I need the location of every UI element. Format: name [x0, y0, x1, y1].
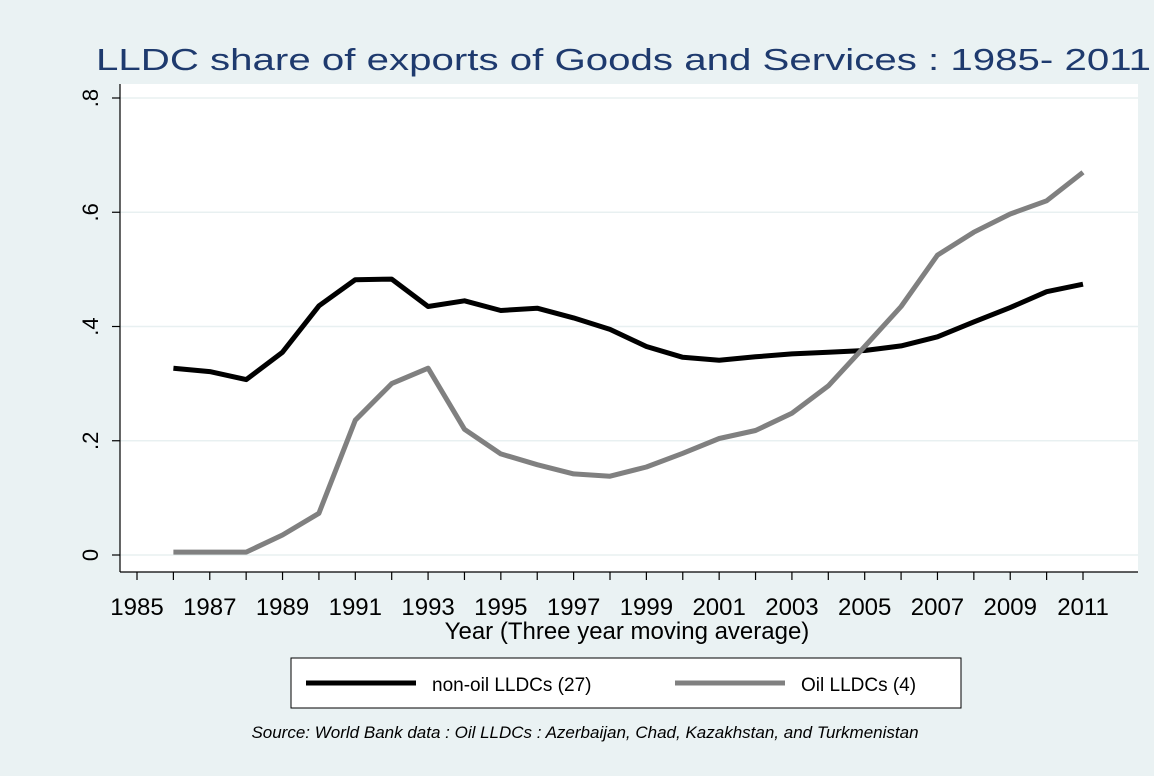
x-tick-label: 1991 — [329, 594, 382, 621]
source-note: Source: World Bank data : Oil LLDCs : Az… — [251, 723, 918, 742]
y-tick-label: .8 — [78, 89, 103, 107]
x-tick-label: 2003 — [765, 594, 818, 621]
axes: 0 .2 .4 .6 .8 1985 1987 1989 1991 1993 1995 1997 199… — [78, 84, 1138, 621]
legend-label-non-oil: non-oil LLDCs (27) — [432, 675, 591, 696]
x-tick-label: 1993 — [401, 594, 454, 621]
x-tick-label: 1989 — [256, 594, 309, 621]
y-tick-label: .4 — [78, 317, 103, 335]
plot-area — [120, 84, 1138, 572]
series-lines — [173, 170, 1085, 555]
grid-lines — [120, 97, 1138, 556]
x-tick-label: 1995 — [474, 594, 527, 621]
x-tick-label: 2005 — [838, 594, 891, 621]
x-tick-label: 2001 — [692, 594, 745, 621]
legend: non-oil LLDCs (27) Oil LLDCs (4) — [290, 657, 962, 709]
x-tick-label: 1999 — [620, 594, 673, 621]
x-tick-label: 1997 — [547, 594, 600, 621]
chart-title: LLDC share of exports of Goods and Servi… — [96, 42, 1151, 77]
x-tick-label: 2009 — [984, 594, 1037, 621]
x-tick-label: 1987 — [183, 594, 236, 621]
y-tick-label: .6 — [78, 203, 103, 221]
y-tick-label: .2 — [78, 432, 103, 450]
legend-label-oil: Oil LLDCs (4) — [801, 675, 916, 696]
x-axis-label: Year (Three year moving average) — [445, 618, 810, 645]
series-line-non-oil — [173, 276, 1084, 383]
x-tick-label: 1985 — [110, 594, 163, 621]
x-tick-label: 2007 — [911, 594, 964, 621]
y-tick-label: 0 — [78, 549, 103, 561]
x-tick-label: 2011 — [1057, 594, 1109, 621]
series-line-oil — [173, 170, 1085, 555]
